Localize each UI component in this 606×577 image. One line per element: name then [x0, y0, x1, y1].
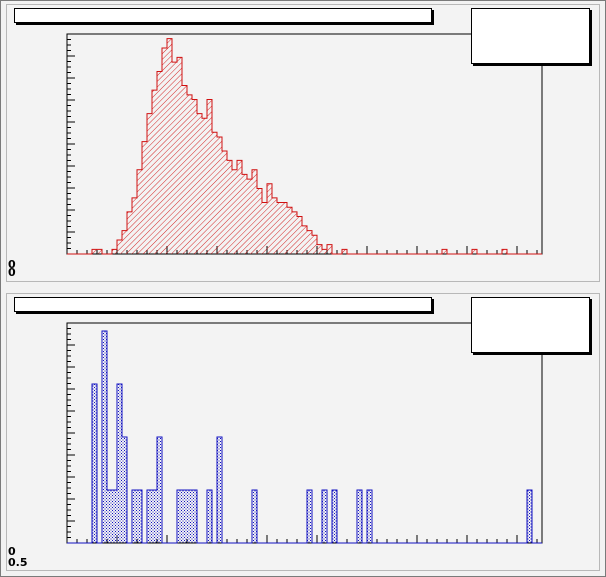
histogram-bar: [167, 38, 172, 255]
histogram-bar: [242, 174, 247, 254]
histogram-bar: [147, 113, 152, 255]
y-axis-half-label-bottom: 0.5: [8, 556, 28, 569]
histogram-bar: [202, 118, 207, 255]
histogram-bar: [332, 489, 337, 543]
histogram-bar: [227, 160, 232, 254]
histogram-bar: [442, 249, 447, 254]
y-axis-zero-label-top-a: 0: [8, 258, 16, 271]
histogram-bar: [342, 249, 347, 254]
histogram-bar: [147, 489, 152, 543]
histogram-bar: [122, 230, 127, 254]
histogram-bar: [277, 202, 282, 254]
histogram-bar: [357, 489, 362, 543]
histogram-bar: [327, 244, 332, 254]
histogram-bar: [302, 225, 307, 254]
histogram-bar: [292, 211, 297, 254]
histogram-bar: [142, 141, 147, 254]
histogram-top-plot: [66, 33, 543, 255]
histogram-bar: [137, 169, 142, 254]
histogram-pad-top[interactable]: 0 0: [6, 4, 600, 282]
histogram-bar: [117, 383, 122, 543]
histogram-bar: [182, 85, 187, 254]
histogram-bar: [207, 99, 212, 254]
y-axis-zero-label-bottom: 0: [8, 545, 16, 558]
histogram-bar: [152, 90, 157, 254]
histogram-bar: [157, 436, 162, 543]
histogram-bar: [162, 48, 167, 254]
histogram-bar: [472, 249, 477, 254]
histogram-bar: [177, 57, 182, 255]
histogram-bar: [262, 202, 267, 254]
histogram-bar: [127, 211, 132, 254]
histogram-bar: [132, 489, 137, 543]
histogram-bar: [367, 489, 372, 543]
histogram-bar: [112, 249, 117, 254]
histogram-outline: [67, 38, 542, 255]
y-axis-zero-label-top-b: 0: [8, 266, 16, 279]
histogram-bar: [322, 249, 327, 254]
histogram-bottom-plot: [66, 322, 543, 544]
histogram-bar: [287, 207, 292, 254]
histogram-bar: [267, 183, 272, 254]
histogram-bar: [137, 489, 142, 543]
title-box-top[interactable]: [14, 8, 432, 23]
histogram-bar: [237, 160, 242, 254]
histogram-bar: [322, 489, 327, 543]
histogram-bar: [252, 489, 257, 543]
histogram-bar: [182, 489, 187, 543]
histogram-bar: [217, 136, 222, 254]
stats-box-bottom[interactable]: [471, 297, 590, 353]
histogram-pad-bottom[interactable]: 0 0.5: [6, 293, 600, 571]
histogram-bar: [232, 169, 237, 254]
histogram-bar: [307, 489, 312, 543]
histogram-bar: [102, 330, 107, 543]
histogram-bar: [257, 188, 262, 254]
histogram-bar: [132, 197, 137, 254]
histogram-bar: [247, 179, 252, 254]
histogram-bar: [207, 489, 212, 543]
histogram-bar: [192, 99, 197, 254]
histogram-bar: [297, 216, 302, 254]
histogram-bar: [527, 489, 532, 543]
histogram-bar: [272, 197, 277, 254]
title-box-bottom[interactable]: [14, 297, 432, 312]
histogram-bar: [212, 132, 217, 254]
histogram-bar: [172, 62, 177, 254]
histogram-bar: [252, 169, 257, 254]
histogram-bar: [222, 151, 227, 254]
histogram-bar: [187, 489, 192, 543]
histogram-bar: [152, 489, 157, 543]
histogram-bar: [192, 489, 197, 543]
histogram-bar: [307, 230, 312, 254]
histogram-bar: [282, 202, 287, 254]
histogram-bar: [122, 436, 127, 543]
histogram-bar: [312, 235, 317, 254]
histogram-bar: [92, 383, 97, 543]
histogram-bar: [197, 113, 202, 255]
histogram-bar: [502, 249, 507, 254]
histogram-bar: [92, 249, 97, 254]
histogram-bar: [187, 94, 192, 254]
stats-box-top[interactable]: [471, 8, 590, 64]
histogram-bar: [217, 436, 222, 543]
histogram-bar: [317, 244, 322, 254]
histogram-bar: [107, 489, 112, 543]
histogram-bar: [97, 249, 102, 254]
histogram-outline: [67, 330, 542, 544]
histogram-bar: [112, 489, 117, 543]
histogram-bar: [117, 239, 122, 254]
histogram-bar: [177, 489, 182, 543]
histogram-bar: [157, 71, 162, 254]
